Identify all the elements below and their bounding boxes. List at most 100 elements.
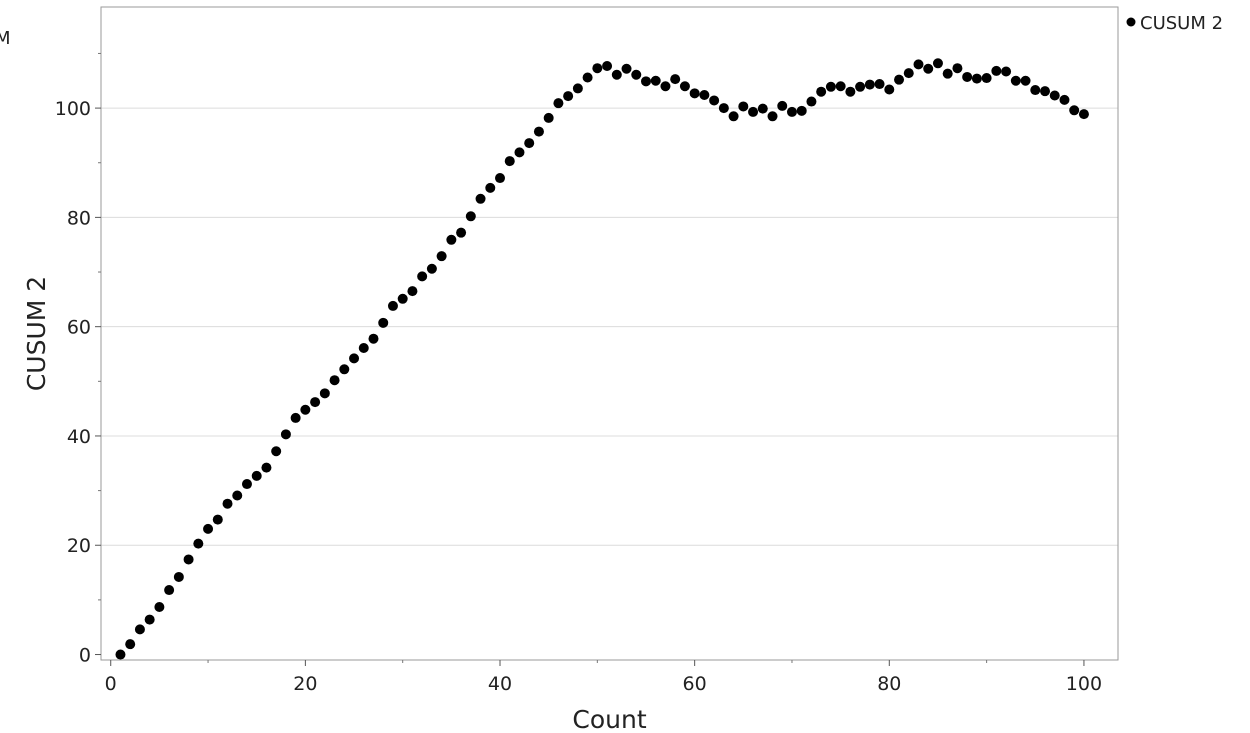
data-point: [670, 74, 681, 85]
data-point: [485, 182, 496, 193]
data-point: [475, 193, 486, 204]
data-point: [329, 375, 340, 386]
data-point: [786, 106, 797, 117]
data-point: [378, 317, 389, 328]
gridlines: [101, 107, 1118, 546]
data-point: [349, 353, 360, 364]
data-point: [709, 95, 720, 106]
data-point: [611, 69, 622, 80]
data-point: [592, 63, 603, 74]
data-point: [397, 293, 408, 304]
data-point: [1069, 105, 1080, 116]
data-point: [621, 63, 632, 74]
data-point: [193, 538, 204, 549]
data-point: [942, 68, 953, 79]
x-tick-label: 0: [105, 673, 117, 695]
data-point: [855, 81, 866, 92]
data-point: [164, 585, 175, 596]
data-point: [971, 73, 982, 84]
data-point: [825, 81, 836, 92]
data-point: [358, 342, 369, 353]
data-point: [232, 490, 243, 501]
data-point: [602, 61, 613, 72]
data-point: [465, 211, 476, 222]
legend: CUSUM 2: [1126, 13, 1223, 34]
x-tick-label: 20: [293, 673, 317, 695]
data-point: [1040, 86, 1051, 97]
data-point: [718, 103, 729, 114]
data-point: [417, 271, 428, 282]
x-tick-label: 60: [683, 673, 707, 695]
data-point: [1001, 66, 1012, 77]
x-tick-label: 40: [488, 673, 512, 695]
data-point: [748, 106, 759, 117]
data-point: [874, 79, 885, 90]
data-point: [864, 79, 875, 90]
data-point: [835, 81, 846, 92]
data-point: [446, 234, 457, 245]
data-point: [631, 69, 642, 80]
data-point: [261, 462, 272, 473]
data-point: [728, 111, 739, 122]
data-point: [1059, 94, 1070, 105]
y-tick-label: 80: [67, 207, 91, 229]
plot-frame: [100, 6, 1119, 661]
axis-ticks: 0 20 40 60 80 100 0 20 40 60 80 100: [55, 52, 1102, 695]
data-point: [387, 300, 398, 311]
y-axis-title: CUSUM 2: [22, 276, 51, 391]
y-tick-label: 40: [67, 426, 91, 448]
data-point: [280, 429, 291, 440]
x-axis-title: Count: [572, 705, 646, 733]
data-point: [368, 333, 379, 344]
data-point: [173, 571, 184, 582]
data-point: [154, 601, 165, 612]
data-points: [115, 58, 1089, 660]
y-tick-label: 100: [55, 98, 91, 120]
data-point: [650, 75, 661, 86]
data-point: [495, 173, 506, 184]
data-point: [144, 614, 155, 625]
data-point: [689, 88, 700, 99]
data-point: [222, 498, 233, 509]
data-point: [952, 63, 963, 74]
data-point: [777, 100, 788, 111]
data-point: [962, 71, 973, 82]
legend-label-cusum-2: CUSUM 2: [1140, 13, 1223, 34]
data-point: [894, 74, 905, 85]
data-point: [806, 96, 817, 107]
data-point: [251, 470, 262, 481]
data-point: [845, 86, 856, 97]
data-point: [932, 58, 943, 69]
data-point: [640, 76, 651, 87]
data-point: [796, 105, 807, 116]
clipped-label-fragment: M: [0, 28, 11, 49]
data-point: [913, 59, 924, 70]
data-point: [271, 446, 282, 457]
data-point: [903, 68, 914, 79]
data-point: [241, 479, 252, 490]
data-point: [125, 639, 136, 650]
data-point: [757, 103, 768, 114]
data-point: [572, 83, 583, 94]
data-point: [504, 156, 515, 167]
data-point: [533, 126, 544, 137]
y-tick-label: 0: [79, 645, 91, 667]
data-point: [524, 138, 535, 149]
data-point: [310, 397, 321, 408]
data-point: [1049, 90, 1060, 101]
data-point: [981, 73, 992, 84]
data-point: [582, 72, 593, 83]
data-point: [290, 412, 301, 423]
data-point: [300, 404, 311, 415]
data-point: [553, 98, 564, 109]
data-point: [339, 364, 350, 375]
data-point: [884, 84, 895, 95]
data-point: [203, 523, 214, 534]
data-point: [514, 147, 525, 158]
data-point: [816, 86, 827, 97]
data-point: [679, 81, 690, 92]
y-tick-label: 20: [67, 535, 91, 557]
data-point: [660, 81, 671, 92]
legend-marker: [1126, 17, 1136, 27]
